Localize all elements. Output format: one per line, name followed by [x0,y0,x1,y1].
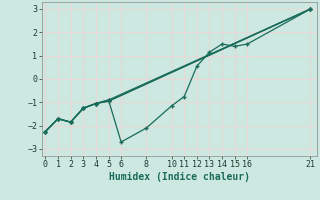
X-axis label: Humidex (Indice chaleur): Humidex (Indice chaleur) [109,172,250,182]
